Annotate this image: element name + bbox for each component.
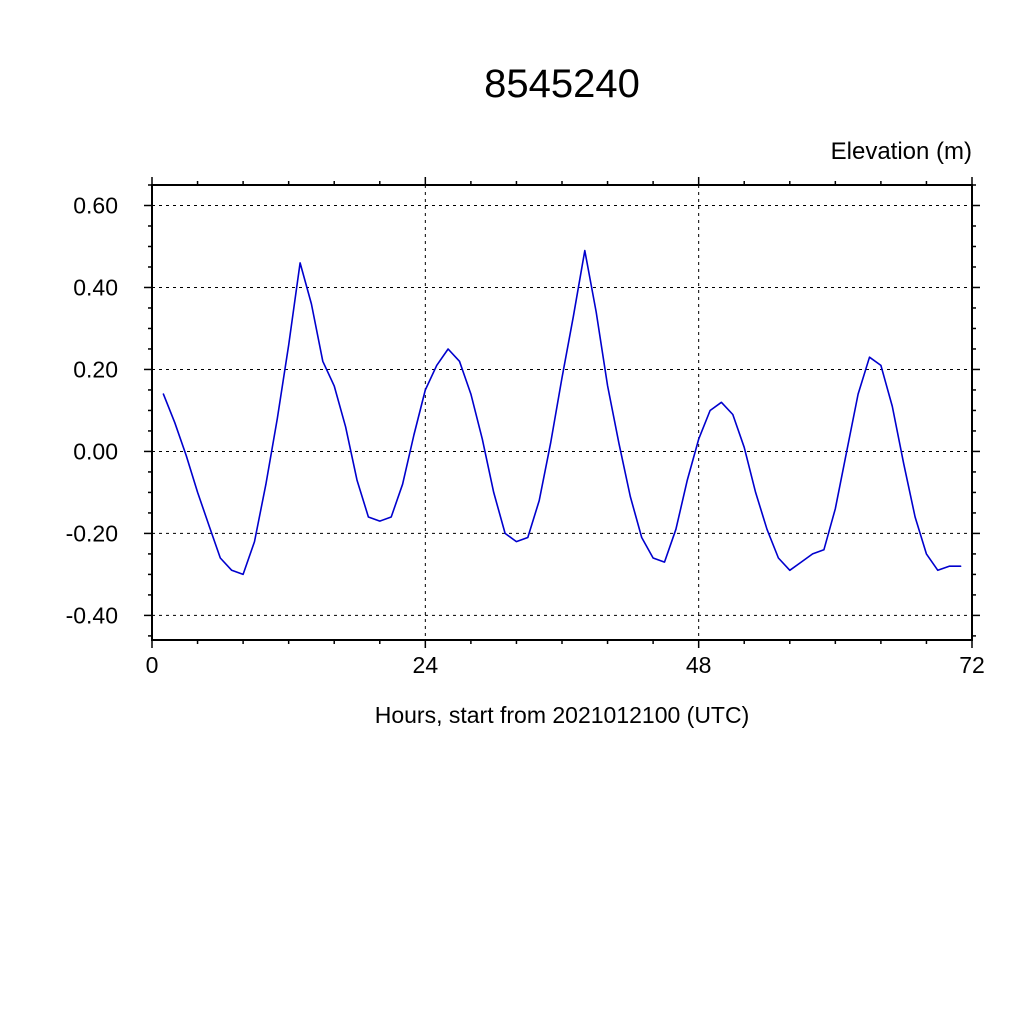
- y-tick-label: 0.60: [73, 192, 118, 218]
- y-tick-label: -0.40: [66, 602, 118, 628]
- y-axis-title: Elevation (m): [830, 138, 972, 165]
- x-axis-title: Hours, start from 2021012100 (UTC): [374, 702, 750, 728]
- y-tick-label: 0.00: [73, 438, 118, 464]
- x-tick-label: 72: [959, 652, 985, 678]
- chart-title: 8545240: [484, 62, 640, 106]
- x-tick-label: 24: [413, 652, 439, 678]
- y-tick-label: 0.40: [73, 274, 118, 300]
- x-tick-label: 0: [146, 652, 159, 678]
- x-tick-label: 48: [686, 652, 712, 678]
- y-tick-label: 0.20: [73, 356, 118, 382]
- elevation-series-line: [162, 249, 962, 576]
- plot-frame: [151, 184, 973, 641]
- y-tick-label: -0.20: [66, 520, 118, 546]
